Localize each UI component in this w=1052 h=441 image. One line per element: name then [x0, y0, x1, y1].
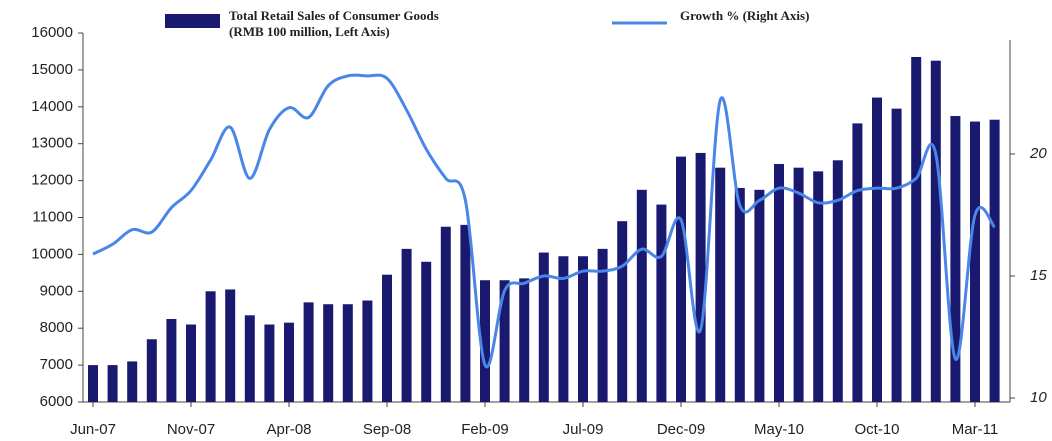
y-tick-label: 6000: [40, 393, 73, 410]
bar: [989, 119, 1000, 402]
bar: [558, 256, 569, 402]
y-tick-label: 13000: [31, 135, 73, 152]
y-tick-label: 14000: [31, 98, 73, 115]
bar: [695, 152, 706, 402]
bar: [480, 280, 490, 402]
y2-tick-label: 10: [1030, 389, 1047, 406]
bar: [205, 291, 216, 402]
legend-label: Total Retail Sales of Consumer Goods (RM…: [229, 8, 439, 39]
bar: [382, 274, 392, 402]
x-tick-label: Apr-08: [266, 421, 311, 438]
bar: [127, 361, 138, 402]
bar: [754, 189, 765, 402]
x-tick-label: Jun-07: [70, 421, 116, 438]
legend-label: Growth % (Right Axis): [680, 8, 810, 23]
bar: [774, 163, 784, 402]
bar: [499, 280, 510, 402]
bar: [244, 315, 255, 402]
y-tick-label: 7000: [40, 356, 73, 373]
bar: [107, 365, 118, 402]
bar: [88, 365, 98, 402]
x-tick-label: Jul-09: [563, 421, 604, 438]
bar: [362, 300, 373, 402]
legend-swatch: [165, 14, 220, 28]
bar: [421, 261, 432, 402]
bar: [852, 123, 863, 402]
bar: [617, 221, 628, 402]
bar: [342, 304, 353, 402]
y-tick-label: 15000: [31, 61, 73, 78]
bar: [166, 318, 177, 402]
y2-tick-label: 15: [1030, 267, 1047, 284]
bar: [284, 322, 294, 402]
bar: [715, 167, 726, 402]
bar: [891, 108, 902, 403]
x-tick-label: Oct-10: [854, 421, 899, 438]
y-tick-label: 16000: [31, 24, 73, 41]
bar: [676, 156, 686, 402]
bar: [519, 278, 530, 402]
bar: [793, 167, 804, 402]
y-tick-label: 9000: [40, 282, 73, 299]
bar: [146, 339, 157, 402]
x-tick-label: Nov-07: [167, 421, 215, 438]
bar: [303, 302, 314, 402]
y2-tick-label: 20: [1029, 145, 1047, 162]
bar: [911, 56, 922, 403]
bar: [813, 171, 824, 402]
bar: [578, 256, 588, 402]
y-tick-label: 8000: [40, 319, 73, 336]
bar: [950, 116, 961, 403]
x-tick-label: Mar-11: [952, 421, 998, 438]
bar: [264, 324, 275, 402]
growth-line: [92, 73, 996, 369]
bar: [401, 248, 412, 402]
bar: [186, 324, 196, 402]
legend-entry: Growth % (Right Axis): [680, 8, 810, 23]
bar: [597, 248, 608, 402]
bar: [460, 224, 471, 402]
x-tick-label: Dec-09: [657, 421, 705, 438]
bar: [636, 189, 647, 402]
y-tick-label: 12000: [31, 172, 73, 189]
y-tick-label: 10000: [31, 245, 73, 262]
bar: [970, 121, 980, 402]
x-tick-label: Sep-08: [363, 421, 411, 438]
legend-entry: Total Retail Sales of Consumer Goods (RM…: [229, 8, 439, 39]
bar: [440, 226, 451, 402]
bar: [656, 204, 667, 402]
bar: [323, 304, 334, 402]
bar: [872, 97, 882, 402]
x-tick-label: Feb-09: [461, 421, 509, 438]
bar: [225, 289, 236, 402]
x-tick-label: May-10: [754, 421, 804, 438]
bar: [538, 252, 549, 402]
y-tick-label: 11000: [32, 208, 73, 225]
bar: [930, 60, 941, 403]
bar: [734, 187, 745, 402]
bar: [832, 160, 843, 402]
